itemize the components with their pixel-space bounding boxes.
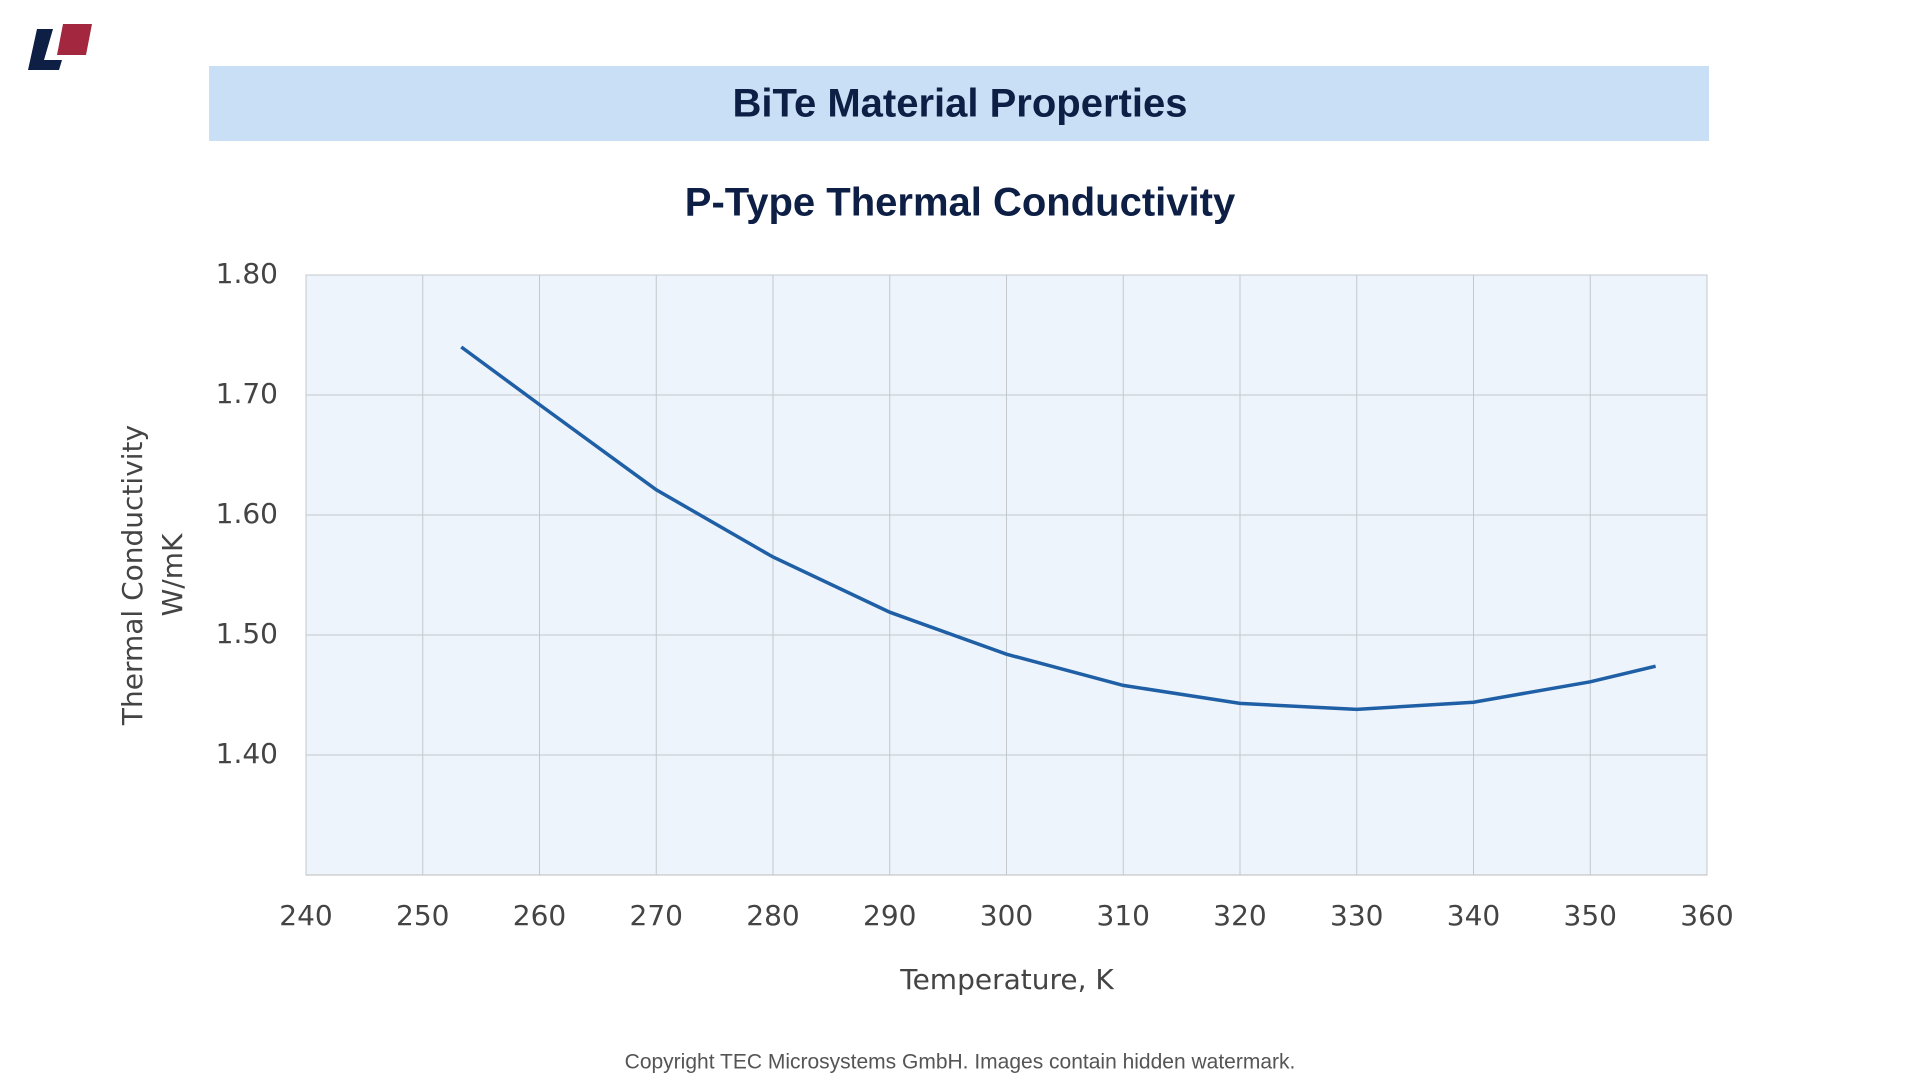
y-tick-label: 1.80 [216,257,278,290]
x-tick-label: 310 [1097,899,1150,932]
x-tick-label: 300 [980,899,1033,932]
data-line [460,345,1657,712]
banner-title: BiTe Material Properties [733,82,1188,126]
x-tick-label: 360 [1680,899,1733,932]
x-tick-label: 240 [279,899,332,932]
x-tick-label: 340 [1447,899,1500,932]
copyright: Copyright TEC Microsystems GmbH. Images … [625,1051,1296,1074]
y-tick-label: 1.60 [216,497,278,530]
x-tick-label: 330 [1330,899,1383,932]
y-axis-label: Thermal Conductivity [116,425,149,726]
y-tick-label: 1.40 [216,737,278,770]
banner [209,66,1709,141]
chart-title: P-Type Thermal Conductivity [685,181,1236,225]
x-tick-label: 270 [630,899,683,932]
y-tick-label: 1.50 [216,617,278,650]
x-axis-label: Temperature, K [899,963,1114,996]
x-tick-label: 290 [863,899,916,932]
x-tick-label: 350 [1564,899,1617,932]
y-axis-unit: W/mK [156,533,189,616]
x-tick-label: 320 [1213,899,1266,932]
y-tick-label: 1.70 [216,377,278,410]
x-tick-label: 260 [513,899,566,932]
x-tick-label: 250 [396,899,449,932]
x-tick-label: 280 [746,899,799,932]
logo [28,24,92,70]
